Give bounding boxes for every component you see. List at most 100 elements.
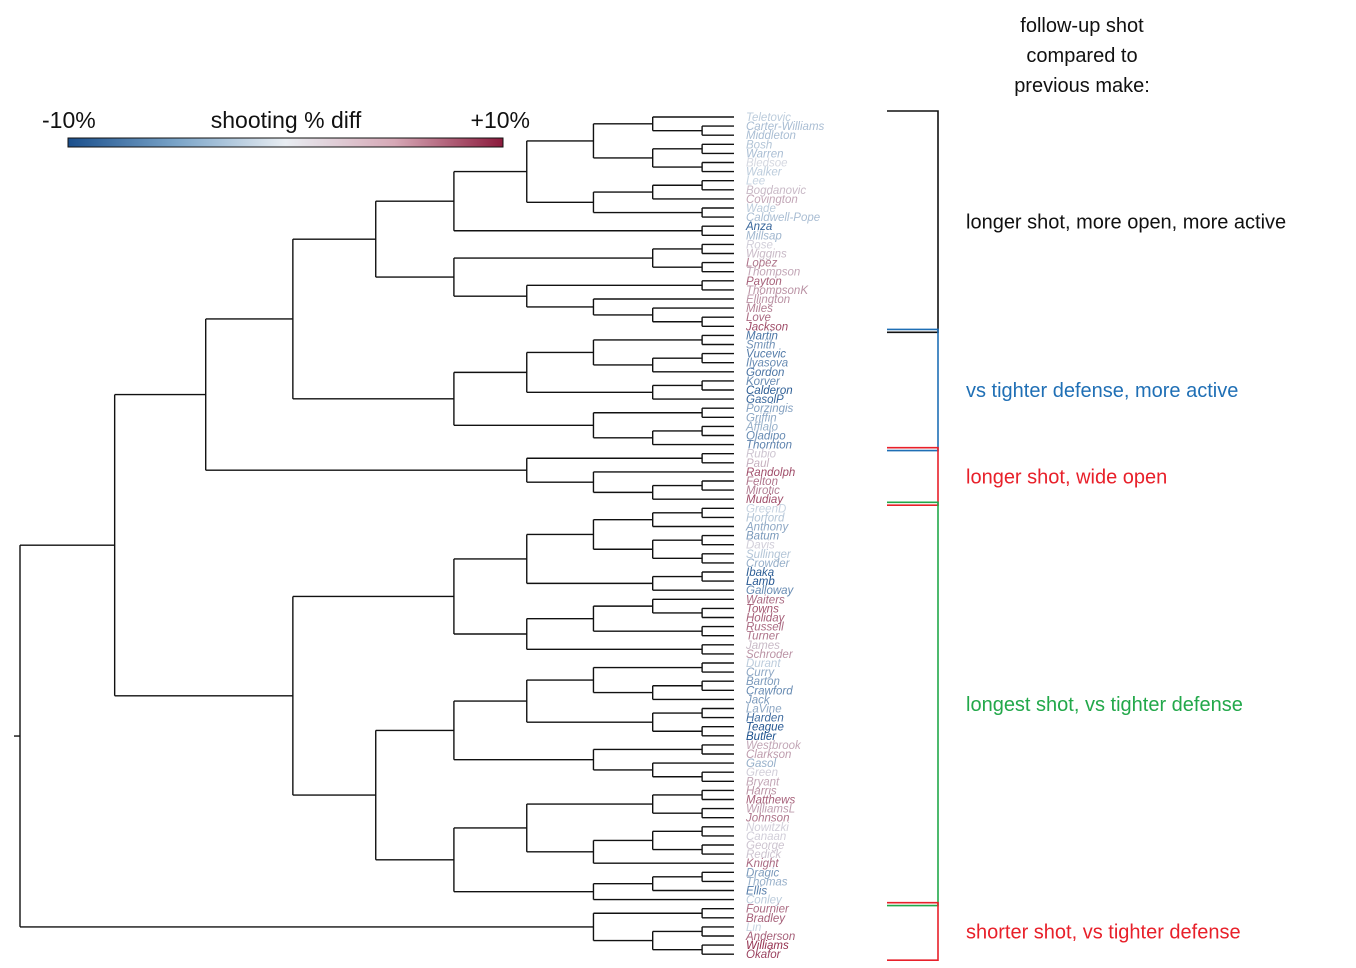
leaf-label: Schroder — [746, 649, 794, 661]
cluster-label: longer shot, wide open — [966, 466, 1167, 488]
cluster-bracket — [887, 501, 939, 907]
leaf-label: Conley — [746, 895, 783, 907]
leaf-label: Mirotic — [746, 485, 780, 497]
leaf-label: Davis — [746, 540, 775, 552]
leaf-label: Oladipo — [746, 431, 786, 443]
leaf-label: Redick — [746, 849, 782, 861]
leaf-label: Gordon — [746, 367, 784, 379]
leaf-label: Love — [746, 312, 771, 324]
cluster-bracket — [887, 446, 939, 506]
leaf-label: Middleton — [746, 130, 796, 142]
leaf-label: Smith — [746, 340, 775, 352]
cluster-bracket — [887, 901, 939, 961]
leaf-label: Crawford — [746, 685, 793, 697]
leaf-label: Lin — [746, 922, 761, 934]
leaf-label: Knight — [746, 858, 779, 870]
leaf-label: Nowitzki — [746, 822, 789, 834]
leaf-label: James — [745, 640, 780, 652]
cluster-label: longer shot, more open, more active — [966, 212, 1286, 234]
leaf-label: Lee — [746, 176, 765, 188]
leaf-label: Durant — [746, 658, 781, 670]
leaf-label: Bledsoe — [746, 158, 788, 170]
leaf-label: LaVine — [746, 704, 782, 716]
leaf-label: Mudiay — [746, 494, 784, 506]
leaf-label: Thompson — [746, 267, 800, 279]
leaf-label: Canaan — [746, 831, 786, 843]
leaf-label: Rose — [746, 239, 773, 251]
leaf-label: WilliamsL — [746, 804, 795, 816]
leaf-label: Warren — [746, 148, 784, 160]
leaf-label: Batum — [746, 531, 780, 543]
header-line-1: follow-up shot — [1020, 15, 1144, 37]
leaf-label: Holiday — [746, 613, 786, 625]
leaf-label: GreenD — [746, 503, 786, 515]
leaf-label: Ibaka — [746, 567, 774, 579]
leaf-label: Teague — [746, 722, 784, 734]
leaf-label: Sullinger — [746, 549, 792, 561]
leaf-label: Millsap — [746, 230, 782, 242]
leaf-label: Butler — [746, 731, 777, 743]
dendrogram-tree — [14, 116, 734, 955]
leaf-label: Randolph — [746, 467, 795, 479]
leaf-labels: TeletovicCarter-WilliamsMiddletonBoshWar… — [745, 112, 825, 961]
legend-color-bar — [67, 137, 504, 148]
leaf-label: Turner — [746, 631, 780, 643]
leaf-label: Caldwell-Pope — [746, 212, 820, 224]
leaf-label: Lamb — [746, 576, 775, 588]
leaf-label: Thomas — [746, 876, 788, 888]
leaf-label: Anthony — [745, 522, 789, 534]
leaf-label: Jackson — [745, 321, 788, 333]
leaf-label: Rubio — [746, 449, 777, 461]
leaf-label: Griffin — [746, 412, 777, 424]
leaf-label: Felton — [746, 476, 778, 488]
leaf-label: Anderson — [745, 931, 795, 943]
leaf-label: ThompsonK — [746, 285, 809, 297]
leaf-label: Martin — [746, 330, 778, 342]
leaf-label: Crowder — [746, 558, 791, 570]
leaf-label: Horford — [746, 512, 785, 524]
leaf-label: Lopez — [746, 258, 778, 270]
leaf-label: Teletovic — [746, 112, 791, 124]
leaf-label: Thornton — [746, 440, 792, 452]
color-legend: -10% shooting % diff +10% — [42, 107, 530, 148]
leaf-label: Payton — [746, 276, 782, 288]
legend-title: shooting % diff — [211, 107, 362, 133]
leaf-label: Ellis — [746, 886, 767, 898]
leaf-label: Harden — [746, 713, 784, 725]
leaf-label: Ellington — [746, 294, 790, 306]
leaf-label: Wade — [746, 203, 776, 215]
leaf-label: Bryant — [746, 776, 780, 788]
cluster-label: shorter shot, vs tighter defense — [966, 921, 1241, 943]
leaf-label: Jack — [745, 694, 771, 706]
leaf-label: Paul — [746, 458, 769, 470]
leaf-label: Anza — [745, 221, 772, 233]
header-line-2: compared to — [1026, 45, 1137, 67]
cluster-brackets: longer shot, more open, more active vs ti… — [887, 110, 1286, 961]
leaf-label: Bogdanovic — [746, 185, 806, 197]
leaf-label: Bradley — [746, 913, 786, 925]
leaf-label: Korver — [746, 376, 781, 388]
leaf-label: Calderon — [746, 385, 793, 397]
leaf-label: Barton — [746, 676, 780, 688]
leaf-label: Walker — [746, 167, 783, 179]
leaf-label: Miles — [746, 303, 773, 315]
cluster-label: vs tighter defense, more active — [966, 380, 1238, 402]
leaf-label: Fournier — [746, 904, 790, 916]
cluster-bracket — [887, 110, 939, 334]
leaf-label: George — [746, 840, 784, 852]
leaf-label: Galloway — [746, 585, 795, 597]
leaf-label: Matthews — [746, 795, 795, 807]
leaf-label: Green — [746, 767, 778, 779]
header-line-3: previous make: — [1014, 75, 1150, 97]
cluster-bracket — [887, 328, 939, 452]
leaf-label: GasolP — [746, 394, 784, 406]
header: follow-up shot compared to previous make… — [1014, 15, 1150, 97]
leaf-label: Bosh — [746, 139, 772, 151]
leaf-label: Williams — [746, 940, 789, 952]
leaf-label: Covington — [746, 194, 798, 206]
leaf-label: Russell — [746, 622, 784, 634]
cluster-label: longest shot, vs tighter defense — [966, 694, 1243, 716]
legend-max-label: +10% — [471, 107, 530, 133]
leaf-label: Carter-Williams — [746, 121, 825, 133]
leaf-label: Harris — [746, 785, 777, 797]
